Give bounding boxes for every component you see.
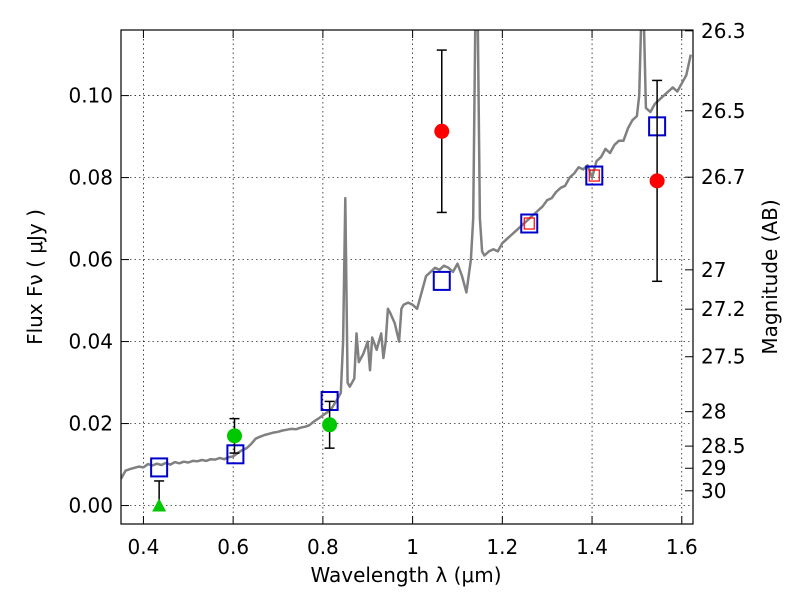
y2-tick-label: 26.7 — [701, 165, 746, 189]
y-tick-label: 0.00 — [68, 494, 113, 518]
y2-tick-label: 26.3 — [701, 19, 746, 43]
y2-tick-label: 29 — [701, 456, 726, 480]
observed-flux-point — [649, 173, 665, 189]
upper-limit-marker — [152, 498, 167, 512]
x-axis-label: Wavelength λ (μm) — [310, 563, 501, 587]
x-tick-label: 1.4 — [576, 535, 608, 559]
y2-tick-label: 27 — [701, 258, 726, 282]
model-spectrum-line — [121, 30, 693, 480]
plot-frame — [120, 29, 694, 525]
y2-tick-label: 26.5 — [701, 99, 746, 123]
y-tick-label: 0.06 — [68, 248, 113, 272]
x-tick-label: 1.2 — [486, 535, 518, 559]
observed-flux-point — [434, 123, 450, 139]
synthetic-inner-marker — [588, 169, 600, 182]
x-tick-label: 0.4 — [128, 535, 160, 559]
synthetic-flux-marker — [226, 444, 245, 465]
y2-tick-label: 27.5 — [701, 345, 746, 369]
y-tick-label: 0.04 — [68, 330, 113, 354]
y2-axis-label: Magnitude (AB) — [758, 199, 782, 354]
y-tick-label: 0.08 — [68, 166, 113, 190]
x-tick-label: 0.8 — [307, 535, 339, 559]
synthetic-flux-marker — [520, 213, 539, 234]
synthetic-flux-marker — [432, 270, 451, 291]
synthetic-inner-marker — [523, 217, 535, 230]
grid-lines — [121, 30, 693, 524]
x-tick-label: 0.6 — [217, 535, 249, 559]
y2-tick-label: 30 — [701, 479, 726, 503]
plot-area — [121, 30, 693, 512]
axis-ticks: 0.4 0.6 0.8 1 1.2 1.4 1.6 0.00 0.02 0.04 0.06 0.08 0… — [68, 19, 745, 559]
y-axis-label: Flux Fν ( μJy ) — [23, 209, 47, 345]
synthetic-flux-marker — [150, 457, 169, 478]
x-tick-label: 1.6 — [666, 535, 698, 559]
y-tick-label: 0.02 — [68, 412, 113, 436]
y2-tick-label: 28 — [701, 400, 726, 424]
y2-tick-label: 28.5 — [701, 434, 746, 458]
x-tick-label: 1 — [406, 535, 419, 559]
y2-tick-label: 27.2 — [701, 297, 746, 321]
y-tick-label: 0.10 — [68, 84, 113, 108]
observed-flux-point — [322, 417, 338, 433]
synthetic-flux-marker — [585, 165, 604, 186]
observed-flux-point — [227, 428, 243, 444]
